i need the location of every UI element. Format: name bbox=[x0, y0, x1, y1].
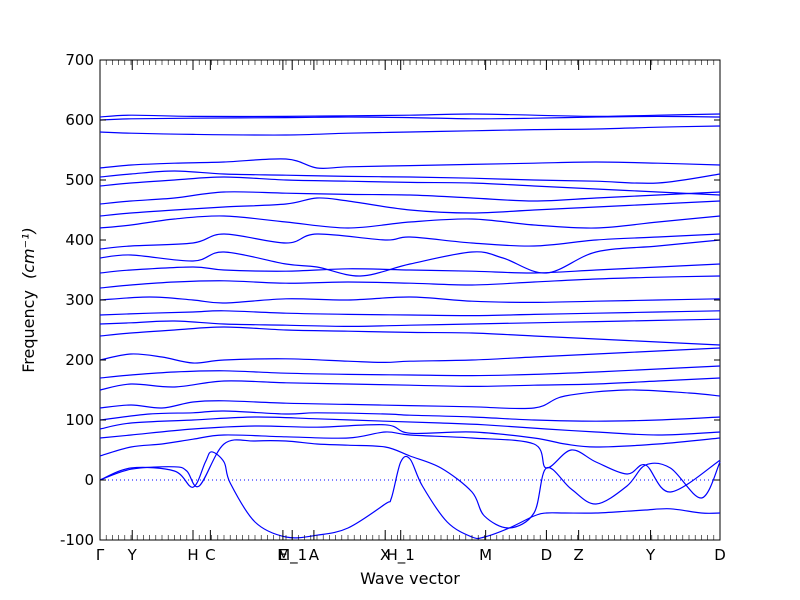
band-line-14 bbox=[99, 296, 721, 304]
x-tick-label: A bbox=[309, 546, 320, 564]
x-tick-label: H_1 bbox=[387, 546, 415, 565]
x-tick-label: C bbox=[205, 546, 215, 564]
band-line-24 bbox=[99, 158, 721, 170]
band-line-5 bbox=[99, 416, 721, 436]
x-tick-label: Y bbox=[127, 546, 138, 564]
band-line-25 bbox=[99, 125, 721, 136]
x-axis-ticks: Γ Y H C EM_1 A XH_1 M D Z Y D bbox=[96, 60, 726, 565]
band-line-18 bbox=[99, 233, 721, 250]
x-tick-label: Z bbox=[573, 546, 583, 564]
x-axis-title: Wave vector bbox=[360, 569, 460, 588]
band-lines bbox=[99, 113, 721, 540]
band-line-11 bbox=[99, 326, 721, 346]
y-tick-label: 0 bbox=[84, 471, 94, 489]
band-line-3 bbox=[99, 431, 721, 493]
band-line-16 bbox=[99, 263, 721, 274]
plot-area: -100 0 100 200 300 400 500 600 700 Γ Y H C EM_1 A XH_1… bbox=[60, 51, 726, 565]
minor-ticks bbox=[99, 60, 721, 540]
x-tick-label: E bbox=[278, 546, 287, 564]
band-line-6 bbox=[99, 410, 721, 422]
y-tick-label: 500 bbox=[65, 171, 94, 189]
x-tick-label: D bbox=[714, 546, 726, 564]
y-tick-label: 200 bbox=[65, 351, 94, 369]
band-line-8 bbox=[99, 377, 721, 391]
x-tick-label: D bbox=[541, 546, 553, 564]
band-line-27 bbox=[99, 113, 721, 118]
band-line-12 bbox=[99, 318, 721, 328]
y-tick-label: 600 bbox=[65, 111, 94, 129]
x-tick-label: X bbox=[380, 546, 390, 564]
band-line-4 bbox=[99, 424, 721, 448]
y-axis-title-text: Frequency bbox=[19, 290, 38, 373]
band-line-23 bbox=[99, 170, 721, 184]
x-tick-label: M bbox=[479, 546, 492, 564]
band-line-13 bbox=[99, 310, 721, 317]
band-line-17 bbox=[99, 239, 721, 277]
y-tick-label: -100 bbox=[60, 531, 94, 549]
band-line-9 bbox=[99, 365, 721, 379]
y-axis-title: Frequency (cm⁻¹) bbox=[19, 227, 38, 372]
y-tick-label: 700 bbox=[65, 51, 94, 69]
band-line-15 bbox=[99, 275, 721, 289]
band-line-19 bbox=[99, 215, 721, 229]
y-tick-label: 100 bbox=[65, 411, 94, 429]
band-line-1 bbox=[99, 451, 721, 540]
x-tick-label: M_1 bbox=[277, 546, 307, 565]
x-tick-label: H bbox=[187, 546, 198, 564]
band-line-10 bbox=[99, 347, 721, 364]
band-line-2 bbox=[99, 439, 721, 529]
x-tick-label: Γ bbox=[96, 546, 105, 564]
x-tick-label: Y bbox=[645, 546, 656, 564]
band-line-20 bbox=[99, 197, 721, 217]
y-tick-label: 300 bbox=[65, 291, 94, 309]
band-line-21 bbox=[99, 191, 721, 205]
band-line-7 bbox=[99, 389, 721, 410]
y-axis-ticks: -100 0 100 200 300 400 500 600 700 bbox=[60, 51, 720, 549]
band-line-22 bbox=[99, 176, 721, 196]
y-tick-label: 400 bbox=[65, 231, 94, 249]
y-axis-unit: (cm⁻¹) bbox=[19, 227, 38, 279]
